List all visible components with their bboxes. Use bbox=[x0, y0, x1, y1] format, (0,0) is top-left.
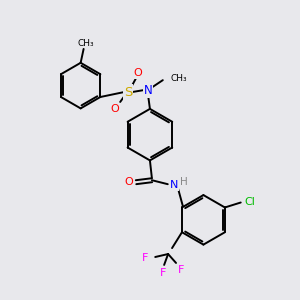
Text: O: O bbox=[111, 104, 120, 114]
Text: O: O bbox=[134, 68, 142, 78]
Text: F: F bbox=[160, 268, 166, 278]
Text: CH₃: CH₃ bbox=[171, 74, 187, 83]
Text: S: S bbox=[124, 85, 132, 98]
Text: O: O bbox=[125, 177, 134, 187]
Text: CH₃: CH₃ bbox=[77, 38, 94, 47]
Text: F: F bbox=[178, 265, 184, 275]
Text: N: N bbox=[169, 180, 178, 190]
Text: H: H bbox=[180, 177, 188, 187]
Text: F: F bbox=[142, 253, 148, 263]
Text: N: N bbox=[144, 84, 152, 97]
Text: Cl: Cl bbox=[244, 196, 255, 206]
